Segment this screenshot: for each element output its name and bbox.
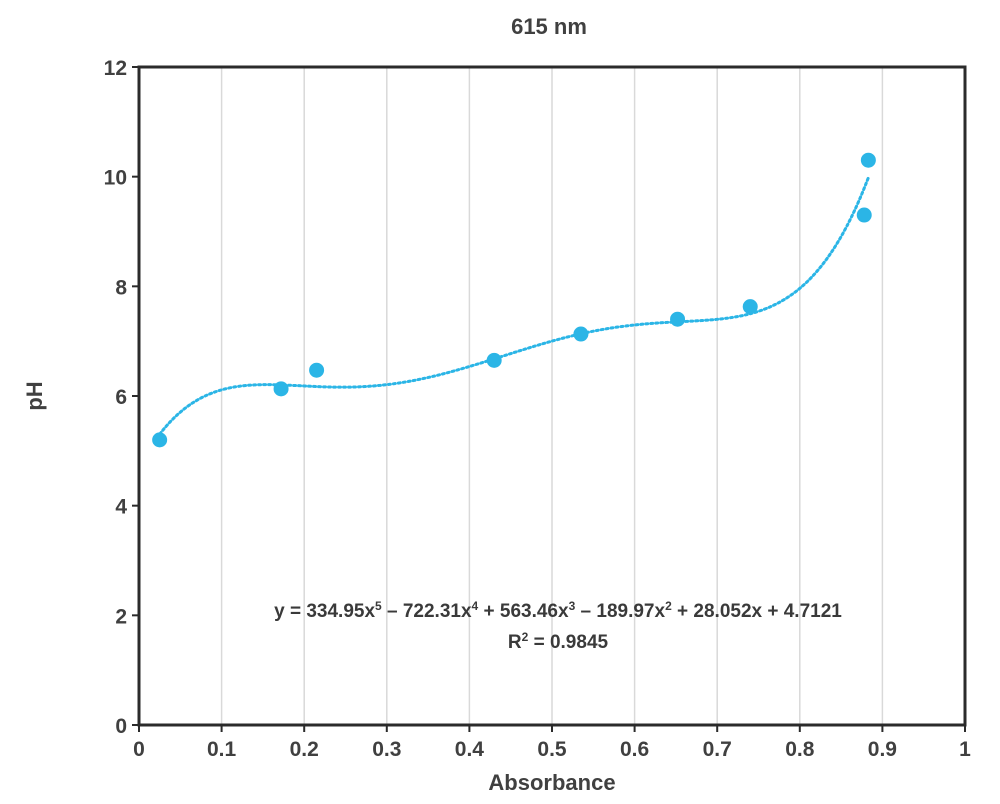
x-axis-ticks: 0 0.1 0.2 0.3 0.4 0.5 0.6 0.7 0.8 0.9 1 — [133, 725, 971, 761]
chart-title: 615 nm — [511, 14, 587, 39]
data-point — [856, 207, 872, 223]
y-tick-label: 8 — [115, 276, 127, 299]
x-tick-label: 1 — [959, 738, 971, 761]
data-point — [860, 152, 876, 168]
y-tick-label: 2 — [115, 605, 127, 628]
trendline — [158, 176, 870, 436]
y-tick-label: 12 — [104, 57, 127, 80]
data-point — [273, 381, 289, 397]
data-point — [309, 362, 325, 378]
data-point — [670, 311, 686, 327]
x-tick-label: 0.7 — [703, 738, 732, 761]
x-tick-label: 0.2 — [290, 738, 319, 761]
grid — [220, 67, 884, 725]
y-tick-label: 10 — [104, 167, 127, 190]
x-tick-label: 0.4 — [455, 738, 485, 761]
trendline-curve — [158, 176, 870, 436]
x-tick-label: 0.6 — [620, 738, 649, 761]
x-tick-label: 0.1 — [207, 738, 237, 761]
y-tick-label: 0 — [115, 715, 127, 738]
data-point — [573, 326, 589, 342]
data-point — [742, 299, 758, 315]
y-tick-label: 4 — [115, 496, 127, 519]
x-axis-label: Absorbance — [488, 770, 615, 795]
x-tick-label: 0.8 — [785, 738, 815, 761]
data-point — [486, 352, 502, 368]
x-tick-label: 0.5 — [537, 738, 567, 761]
y-axis-label: pH — [22, 381, 47, 410]
y-tick-label: 6 — [115, 386, 127, 409]
x-tick-label: 0.9 — [868, 738, 897, 761]
y-axis-ticks: 0 2 4 6 8 10 12 — [104, 57, 139, 738]
r-squared-label: R2 = 0.9845 — [508, 630, 609, 653]
x-tick-label: 0.3 — [372, 738, 401, 761]
data-points — [152, 152, 876, 448]
trendline-equation: y = 334.95x5 – 722.31x4 + 563.46x3 – 189… — [274, 599, 842, 622]
x-tick-label: 0 — [133, 738, 145, 761]
data-point — [152, 432, 168, 448]
